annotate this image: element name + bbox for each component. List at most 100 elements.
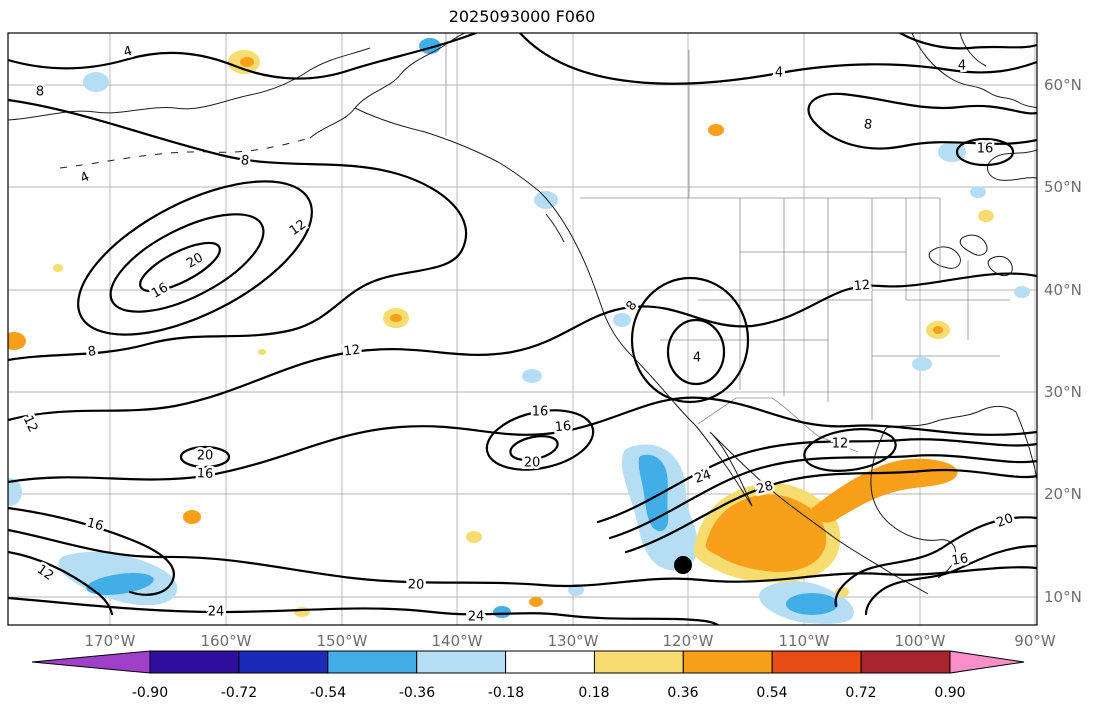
anomaly-patch-negative xyxy=(786,593,838,615)
contour-path xyxy=(803,428,897,472)
contour-label: 20 xyxy=(524,456,541,471)
anomaly-shading xyxy=(8,38,1030,624)
anomaly-patch-negative xyxy=(8,478,22,506)
contour-label: 4 xyxy=(122,44,134,61)
contour-path xyxy=(518,33,1037,85)
contour-path xyxy=(864,544,1037,616)
contour-path xyxy=(139,241,221,293)
contour-path xyxy=(179,445,231,469)
colorbar-segment xyxy=(416,650,507,674)
x-tick-label: 120°W xyxy=(663,632,714,650)
colorbar-tick-label: -0.72 xyxy=(221,685,257,701)
colorbar-tick-label: -0.90 xyxy=(132,685,168,701)
coastline-path xyxy=(539,191,697,427)
y-tick-label: 60°N xyxy=(1044,76,1082,94)
state-border-path xyxy=(697,397,859,453)
contour-label: 28 xyxy=(755,479,775,498)
x-tick-label: 90°W xyxy=(1014,632,1056,650)
x-tick-label: 140°W xyxy=(432,632,483,650)
y-axis-ticks: 10°N 20°N 30°N 40°N 50°N 60°N xyxy=(1044,76,1082,606)
anomaly-patch-negative xyxy=(970,186,986,198)
contour-path xyxy=(8,596,720,625)
contour-path xyxy=(8,272,1037,422)
x-tick-label: 170°W xyxy=(85,632,136,650)
anomaly-patch-negative xyxy=(522,369,542,383)
colorbar-tick-label: 0.36 xyxy=(667,685,698,701)
contour-label: 4 xyxy=(958,59,966,74)
colorbar-tick-label: 0.72 xyxy=(845,685,876,701)
contour-labels: 4 4 4 4 4 8 8 8 8 8 12 12 12 12 12 12 16… xyxy=(17,41,1018,625)
anomaly-patch-negative xyxy=(912,357,932,371)
anomaly-patch-positive xyxy=(183,510,201,524)
anomaly-patch-positive xyxy=(933,326,943,334)
x-tick-label: 100°W xyxy=(895,632,946,650)
contour-path xyxy=(77,180,313,336)
anomaly-patch-negative xyxy=(83,72,109,92)
contour-path xyxy=(834,516,1037,608)
y-tick-label: 50°N xyxy=(1044,178,1082,196)
contour-label: 16 xyxy=(532,405,549,420)
anomaly-patch-negative xyxy=(1014,286,1030,298)
contour-label: 20 xyxy=(407,577,424,593)
contour-label: 8 xyxy=(863,117,873,133)
y-tick-label: 20°N xyxy=(1044,485,1082,503)
contour-label: 12 xyxy=(853,278,871,294)
anomaly-patch-positive xyxy=(811,458,958,523)
map-marker-dot xyxy=(674,556,692,574)
anomaly-patch-negative xyxy=(638,454,669,532)
state-border-path xyxy=(739,198,907,420)
colorbar-segment xyxy=(593,650,684,674)
state-border-path xyxy=(660,198,1010,357)
x-tick-label: 150°W xyxy=(317,632,368,650)
y-tick-label: 30°N xyxy=(1044,383,1082,401)
x-axis-ticks: 170°W 160°W 150°W 140°W 130°W 120°W 110°… xyxy=(85,632,1056,650)
anomaly-patch-positive xyxy=(705,494,827,572)
contour-label: 12 xyxy=(832,437,849,452)
contour-label: 8 xyxy=(87,344,97,360)
contour-label: 20 xyxy=(197,449,214,464)
x-tick-label: 110°W xyxy=(779,632,830,650)
contour-path xyxy=(630,276,750,404)
colorbar-ticks: -0.90 -0.72 -0.54 -0.36 -0.18 0.18 0.36 … xyxy=(132,685,966,701)
contour-path xyxy=(8,550,114,616)
contour-path xyxy=(666,318,726,386)
anomaly-patch-positive xyxy=(8,332,26,350)
colorbar-segment xyxy=(238,650,329,674)
contour-label: 12 xyxy=(343,342,361,359)
colorbar-tick-label: 0.18 xyxy=(578,685,609,701)
coastline-path xyxy=(8,47,371,121)
contour-path xyxy=(807,92,1037,150)
x-tick-label: 130°W xyxy=(548,632,599,650)
colorbar-segment xyxy=(327,650,418,674)
contour-label: 4 xyxy=(78,169,92,186)
contour-label: 16 xyxy=(149,280,171,301)
contour-label: 24 xyxy=(693,467,713,486)
anomaly-patch-positive xyxy=(835,587,849,597)
coastline-path xyxy=(309,33,466,139)
anomaly-patch-positive xyxy=(390,314,402,322)
coastline-path xyxy=(545,213,565,243)
contour-label: 4 xyxy=(693,351,701,366)
colorbar-under-arrow xyxy=(31,650,151,674)
contour-label: 16 xyxy=(951,551,970,569)
contour-path xyxy=(898,33,1037,50)
contour-path xyxy=(8,506,175,596)
anomaly-patch-positive xyxy=(258,349,266,355)
contour-path xyxy=(485,409,595,471)
anomaly-patch-positive xyxy=(529,597,543,607)
contour-label: 20 xyxy=(184,250,206,271)
colorbar-over-arrow xyxy=(949,650,1025,674)
anomaly-patch-positive xyxy=(294,607,310,617)
contour-label: 24 xyxy=(468,610,485,625)
anomaly-patch-negative xyxy=(86,573,154,595)
colorbar-segment xyxy=(860,650,951,674)
anomaly-patch-negative xyxy=(534,191,558,209)
colorbar-tick-label: 0.54 xyxy=(756,685,787,701)
contour-path xyxy=(608,454,1037,540)
contour-label: 16 xyxy=(554,419,572,435)
anomaly-patch-negative xyxy=(493,606,511,618)
y-tick-label: 40°N xyxy=(1044,281,1082,299)
contour-label: 16 xyxy=(196,466,213,482)
contour-path xyxy=(8,33,478,80)
